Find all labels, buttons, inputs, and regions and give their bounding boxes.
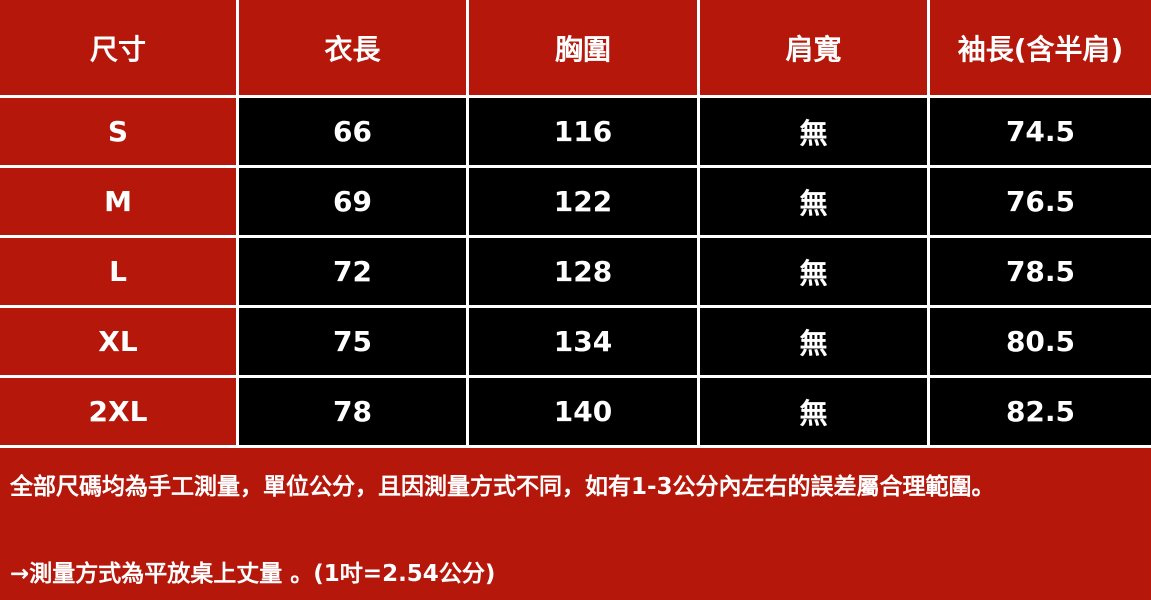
cell: 122	[469, 168, 697, 235]
cell: 無	[700, 308, 927, 375]
row-header: S	[0, 98, 236, 165]
row-header: 2XL	[0, 378, 236, 445]
cell: 無	[700, 98, 927, 165]
cell: 78	[239, 378, 466, 445]
cell: 無	[700, 378, 927, 445]
cell: 無	[700, 238, 927, 305]
cell: 128	[469, 238, 697, 305]
cell: 69	[239, 168, 466, 235]
header-cell: 肩寬	[700, 0, 927, 95]
row-header: L	[0, 238, 236, 305]
cell: 134	[469, 308, 697, 375]
cell: 116	[469, 98, 697, 165]
cell: 82.5	[930, 378, 1151, 445]
size-table: 尺寸 衣長 胸圍 肩寬 袖長(含半肩) S 66 116 無 74.5 M 69 122 無 76.5 L 72…	[0, 0, 1151, 448]
header-cell: 胸圍	[469, 0, 697, 95]
cell: 75	[239, 308, 466, 375]
note: 全部尺碼均為手工測量，單位公分，且因測量方式不同，如有1-3公分內左右的誤差屬合…	[10, 474, 995, 500]
cell: 72	[239, 238, 466, 305]
cell: 74.5	[930, 98, 1151, 165]
cell: 66	[239, 98, 466, 165]
header-cell: 衣長	[239, 0, 466, 95]
note: →測量方式為平放桌上丈量 。(1吋=2.54公分)	[10, 561, 496, 587]
cell: 無	[700, 168, 927, 235]
cell: 76.5	[930, 168, 1151, 235]
header-cell: 袖長(含半肩)	[930, 0, 1151, 95]
row-header: XL	[0, 308, 236, 375]
cell: 78.5	[930, 238, 1151, 305]
cell: 140	[469, 378, 697, 445]
row-header: M	[0, 168, 236, 235]
cell: 80.5	[930, 308, 1151, 375]
header-cell: 尺寸	[0, 0, 236, 95]
